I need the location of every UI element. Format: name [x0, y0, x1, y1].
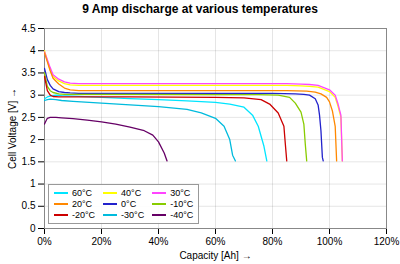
html-text:-40°C: -40°C [170, 210, 194, 220]
svg-text:0.5: 0.5 [22, 200, 36, 211]
svg-text:120%: 120% [374, 236, 400, 247]
svg-text:80%: 80% [262, 236, 282, 247]
svg-text:0: 0 [30, 223, 36, 234]
svg-text:60%: 60% [205, 236, 225, 247]
svg-text:1.5: 1.5 [22, 156, 36, 167]
html-text:60°C: 60°C [72, 188, 93, 198]
html-text:20°C: 20°C [72, 199, 93, 209]
svg-text:2.5: 2.5 [22, 112, 36, 123]
svg-text:Capacity [Ah] →: Capacity [Ah] → [179, 250, 251, 261]
html-text:0°C: 0°C [121, 199, 137, 209]
svg-text:2: 2 [30, 134, 36, 145]
html-text:-30°C: -30°C [121, 210, 145, 220]
html-text:9 Amp discharge at various tem: 9 Amp discharge at various temperatures [82, 2, 318, 16]
svg-text:20%: 20% [91, 236, 111, 247]
svg-text:3.5: 3.5 [22, 67, 36, 78]
svg-text:4: 4 [30, 45, 36, 56]
html-text:-20°C: -20°C [72, 210, 96, 220]
svg-text:100%: 100% [317, 236, 343, 247]
svg-text:40%: 40% [148, 236, 168, 247]
svg-text:Cell Voltage [V] →: Cell Voltage [V] → [7, 88, 18, 169]
svg-text:4.5: 4.5 [22, 23, 36, 34]
svg-text:3: 3 [30, 89, 36, 100]
html-text:30°C: 30°C [170, 188, 191, 198]
html-text:40°C: 40°C [121, 188, 142, 198]
svg-text:0%: 0% [37, 236, 52, 247]
svg-text:1: 1 [30, 178, 36, 189]
html-text:-10°C: -10°C [170, 199, 194, 209]
